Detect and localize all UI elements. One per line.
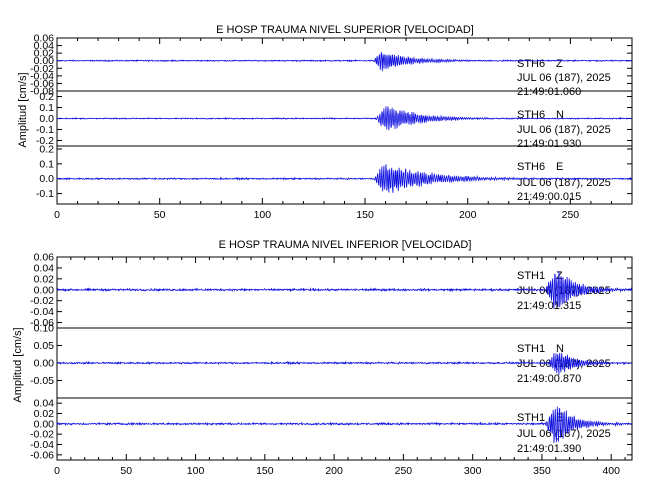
trace-lower-e: STH1 E JUL 06 (187), 2025 21:49:01.390 — [517, 412, 611, 455]
y-tick-label: 0.00 — [34, 358, 55, 370]
y-tick-label: -0.2 — [36, 135, 54, 147]
x-tick-label: 350 — [533, 465, 551, 477]
y-tick-label: 0.0 — [39, 113, 54, 125]
y-tick-label: 0.1 — [39, 158, 54, 170]
trace-lower-e-waveform — [56, 406, 633, 444]
x-tick-label: 300 — [464, 465, 482, 477]
y-tick-label: 0.02 — [34, 273, 55, 285]
trace-upper-e-date: JUL 06 (187), 2025 — [517, 177, 611, 189]
trace-upper-n-station: STH6 — [517, 109, 545, 121]
trace-lower-z-plot: 0.060.040.020.00-0.02-0.04-0.06 — [30, 252, 633, 329]
trace-upper-n-waveform — [56, 106, 633, 131]
trace-upper-n: STH6 N JUL 06 (187), 2025 21:49:01.930 — [517, 109, 611, 150]
y-tick-label: 0.00 — [34, 418, 55, 430]
trace-lower-n-component: N — [556, 343, 564, 355]
trace-upper-n-time: 21:49:01.930 — [517, 138, 581, 150]
x-tick-label: 0 — [54, 465, 60, 477]
y-tick-label: -0.04 — [30, 439, 54, 451]
trace-upper-n-component: N — [556, 109, 564, 121]
trace-upper-e-station: STH6 — [517, 161, 545, 173]
trace-upper-z-component: Z — [556, 58, 563, 70]
trace-upper-n-plot: 0.20.10.0-0.1-0.2 — [36, 91, 633, 147]
trace-upper-e-waveform — [56, 164, 633, 193]
trace-lower-z-time: 21:49:01.315 — [517, 300, 581, 312]
trace-lower-z-component: Z — [556, 270, 563, 282]
trace-upper-e-plot: 0.2 0.1 0.0 -0.1 — [36, 143, 633, 200]
x-tick-label: 200 — [325, 465, 343, 477]
panel-lower-plot: 0 50 100 150 200 250 300 350 4000.060.040.020.00… — [30, 252, 633, 477]
trace-lower-z-waveform — [56, 271, 633, 309]
panel-upper-plot: 0 50 100 150 200 2500.060.040.020.00-0.02-0.0… — [30, 33, 633, 221]
trace-upper-e-component: E — [556, 161, 563, 173]
y-tick-label: 0.00 — [34, 284, 55, 296]
trace-lower-n-time: 21:49:00.870 — [517, 373, 581, 385]
trace-upper-z-waveform — [56, 52, 633, 72]
x-tick-label: 50 — [154, 209, 166, 221]
y-tick-label: 0.04 — [34, 398, 55, 410]
trace-upper-z-plot: 0.060.040.020.00-0.02-0.04-0.06-0.08 — [30, 33, 633, 98]
trace-upper-n-date: JUL 06 (187), 2025 — [517, 124, 611, 136]
y-tick-label: 0.04 — [34, 40, 55, 52]
y-tick-label: 0.02 — [34, 48, 55, 60]
y-tick-label: -0.06 — [30, 449, 54, 461]
trace-lower-z-station: STH1 — [517, 270, 545, 282]
y-tick-label: 0.06 — [34, 252, 55, 264]
trace-upper-z-time: 21:49:01.060 — [517, 86, 581, 98]
y-tick-label: -0.1 — [36, 188, 54, 200]
trace-lower-e-station: STH1 — [517, 412, 545, 424]
trace-upper-e: STH6 E JUL 06 (187), 2025 21:49:00.015 — [517, 161, 611, 203]
trace-upper-z: STH6 Z JUL 06 (187), 2025 21:49:01.060 — [517, 58, 611, 98]
x-tick-label: 400 — [602, 465, 620, 477]
x-tick-label: 0 — [54, 209, 60, 221]
trace-upper-e-time: 21:49:00.015 — [517, 191, 581, 203]
panel-lower-frame — [56, 256, 633, 461]
y-tick-label: -0.08 — [30, 86, 54, 98]
x-tick-label: 100 — [187, 465, 205, 477]
panel-lower: E HOSP TRAUMA NIVEL INFERIOR [VELOCIDAD]… — [12, 239, 611, 455]
y-tick-label: -0.1 — [36, 124, 54, 136]
trace-upper-z-station: STH6 — [517, 58, 545, 70]
x-tick-label: 250 — [562, 209, 580, 221]
y-tick-label: 0.02 — [34, 408, 55, 420]
y-tick-label: 0.00 — [34, 55, 55, 67]
x-tick-label: 50 — [120, 465, 132, 477]
y-tick-label: 0.1 — [39, 102, 54, 114]
y-tick-label: 0.2 — [39, 91, 54, 103]
panel-upper-ylabel: Amplitud [cm/s] — [17, 72, 29, 147]
y-tick-label: 0.2 — [39, 143, 54, 155]
panel-lower-title: E HOSP TRAUMA NIVEL INFERIOR [VELOCIDAD] — [219, 239, 472, 251]
x-tick-label: 200 — [459, 209, 477, 221]
trace-lower-e-date: JUL 06 (187), 2025 — [517, 428, 611, 440]
x-tick-label: 250 — [395, 465, 413, 477]
x-tick-label: 150 — [256, 465, 274, 477]
y-tick-label: 0.10 — [34, 323, 55, 335]
x-tick-label: 150 — [356, 209, 374, 221]
panel-upper: E HOSP TRAUMA NIVEL SUPERIOR [VELOCIDAD]… — [17, 24, 611, 203]
y-tick-label: -0.02 — [30, 429, 54, 441]
trace-lower-e-plot: 0.040.020.00-0.02-0.04-0.06 — [30, 398, 633, 461]
y-tick-label: -0.02 — [30, 295, 54, 307]
y-tick-label: -0.02 — [30, 63, 54, 75]
y-tick-label: 0.06 — [34, 33, 55, 45]
y-tick-label: -0.06 — [30, 78, 54, 90]
y-tick-label: 0.05 — [34, 340, 55, 352]
trace-upper-z-date: JUL 06 (187), 2025 — [517, 72, 611, 84]
y-tick-label: -0.04 — [30, 306, 54, 318]
panel-upper-title: E HOSP TRAUMA NIVEL SUPERIOR [VELOCIDAD] — [216, 24, 474, 36]
panel-lower-ylabel: Amplitud [cm/s] — [12, 327, 24, 402]
trace-lower-e-time: 21:49:01.390 — [517, 443, 581, 455]
y-tick-label: 0.04 — [34, 262, 55, 274]
y-tick-label: -0.05 — [30, 375, 54, 387]
trace-lower-n-plot: 0.10 0.05 0.00 -0.05 — [30, 323, 633, 387]
y-tick-label: -0.06 — [30, 317, 54, 329]
trace-lower-n-waveform — [56, 352, 633, 376]
y-tick-label: -0.04 — [30, 70, 54, 82]
x-tick-label: 100 — [254, 209, 272, 221]
y-tick-label: 0.0 — [39, 173, 54, 185]
trace-lower-n-station: STH1 — [517, 343, 545, 355]
